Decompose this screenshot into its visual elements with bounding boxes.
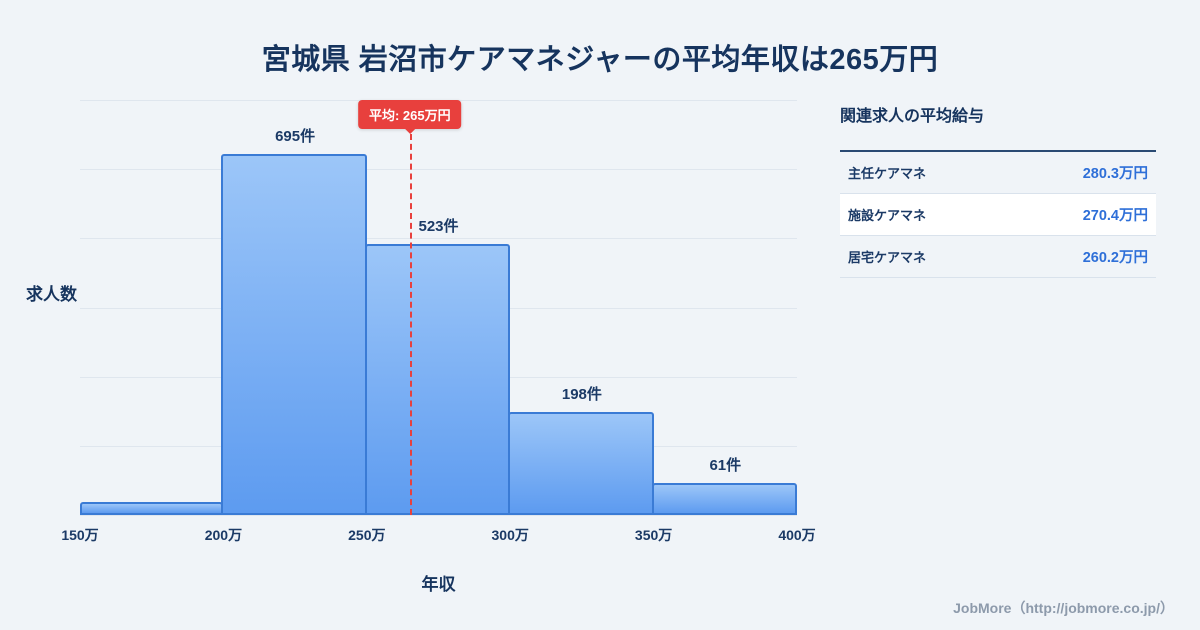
related-job-value: 280.3万円	[1009, 151, 1156, 194]
related-job-row: 施設ケアマネ 270.4万円	[840, 193, 1156, 236]
x-axis-tick: 150万	[61, 527, 99, 543]
related-job-value: 270.4万円	[1009, 193, 1156, 236]
gridline	[80, 169, 797, 171]
histogram-bar	[80, 502, 224, 515]
x-axis-tick: 350万	[634, 527, 673, 543]
histogram-bar	[364, 243, 511, 515]
x-axis-tick: 400万	[778, 527, 816, 543]
gridline	[80, 515, 797, 516]
footer-credit: JobMore（http://jobmore.co.jp/）	[953, 600, 1174, 616]
related-jobs-table: 主任ケアマネ 280.3万円 施設ケアマネ 270.4万円 居宅ケアマネ 260.2万円	[840, 150, 1156, 278]
bar-value-label: 523件	[418, 217, 459, 235]
bar-value-label: 198件	[561, 386, 602, 404]
related-job-label: 主任ケアマネ	[840, 151, 1010, 194]
related-job-label: 施設ケアマネ	[840, 193, 1010, 236]
histogram-bar	[508, 412, 654, 515]
salary-histogram-plot: 695件 523件 198件 61件 150万 200万 250万 300万 350万 400万 平…	[61, 100, 816, 543]
average-badge: 平均: 265万円	[357, 100, 462, 134]
gridline	[80, 238, 797, 240]
related-job-row: 主任ケアマネ 280.3万円	[840, 151, 1156, 194]
x-axis-tick: 200万	[204, 527, 243, 543]
related-job-value: 260.2万円	[1009, 235, 1156, 278]
bar-value-label: 695件	[275, 128, 316, 146]
histogram-bar	[221, 154, 367, 515]
related-job-row: 居宅ケアマネ 260.2万円	[840, 235, 1156, 278]
x-axis-tick: 250万	[348, 527, 386, 543]
related-jobs-panel: 関連求人の平均給与 主任ケアマネ 280.3万円 施設ケアマネ 270.4万円 居宅ケア…	[840, 102, 1156, 278]
y-axis-label: 求人数	[26, 285, 77, 304]
bar-value-label: 61件	[709, 457, 742, 475]
histogram-bar	[651, 483, 797, 515]
x-axis-label: 年収	[421, 575, 456, 594]
related-jobs-title: 関連求人の平均給与	[840, 108, 985, 125]
page-title: 宮城県 岩沼市ケアマネジャーの平均年収は265万円	[261, 44, 939, 76]
average-line	[409, 134, 412, 515]
related-job-label: 居宅ケアマネ	[840, 235, 1010, 278]
x-axis-tick: 300万	[491, 527, 529, 543]
